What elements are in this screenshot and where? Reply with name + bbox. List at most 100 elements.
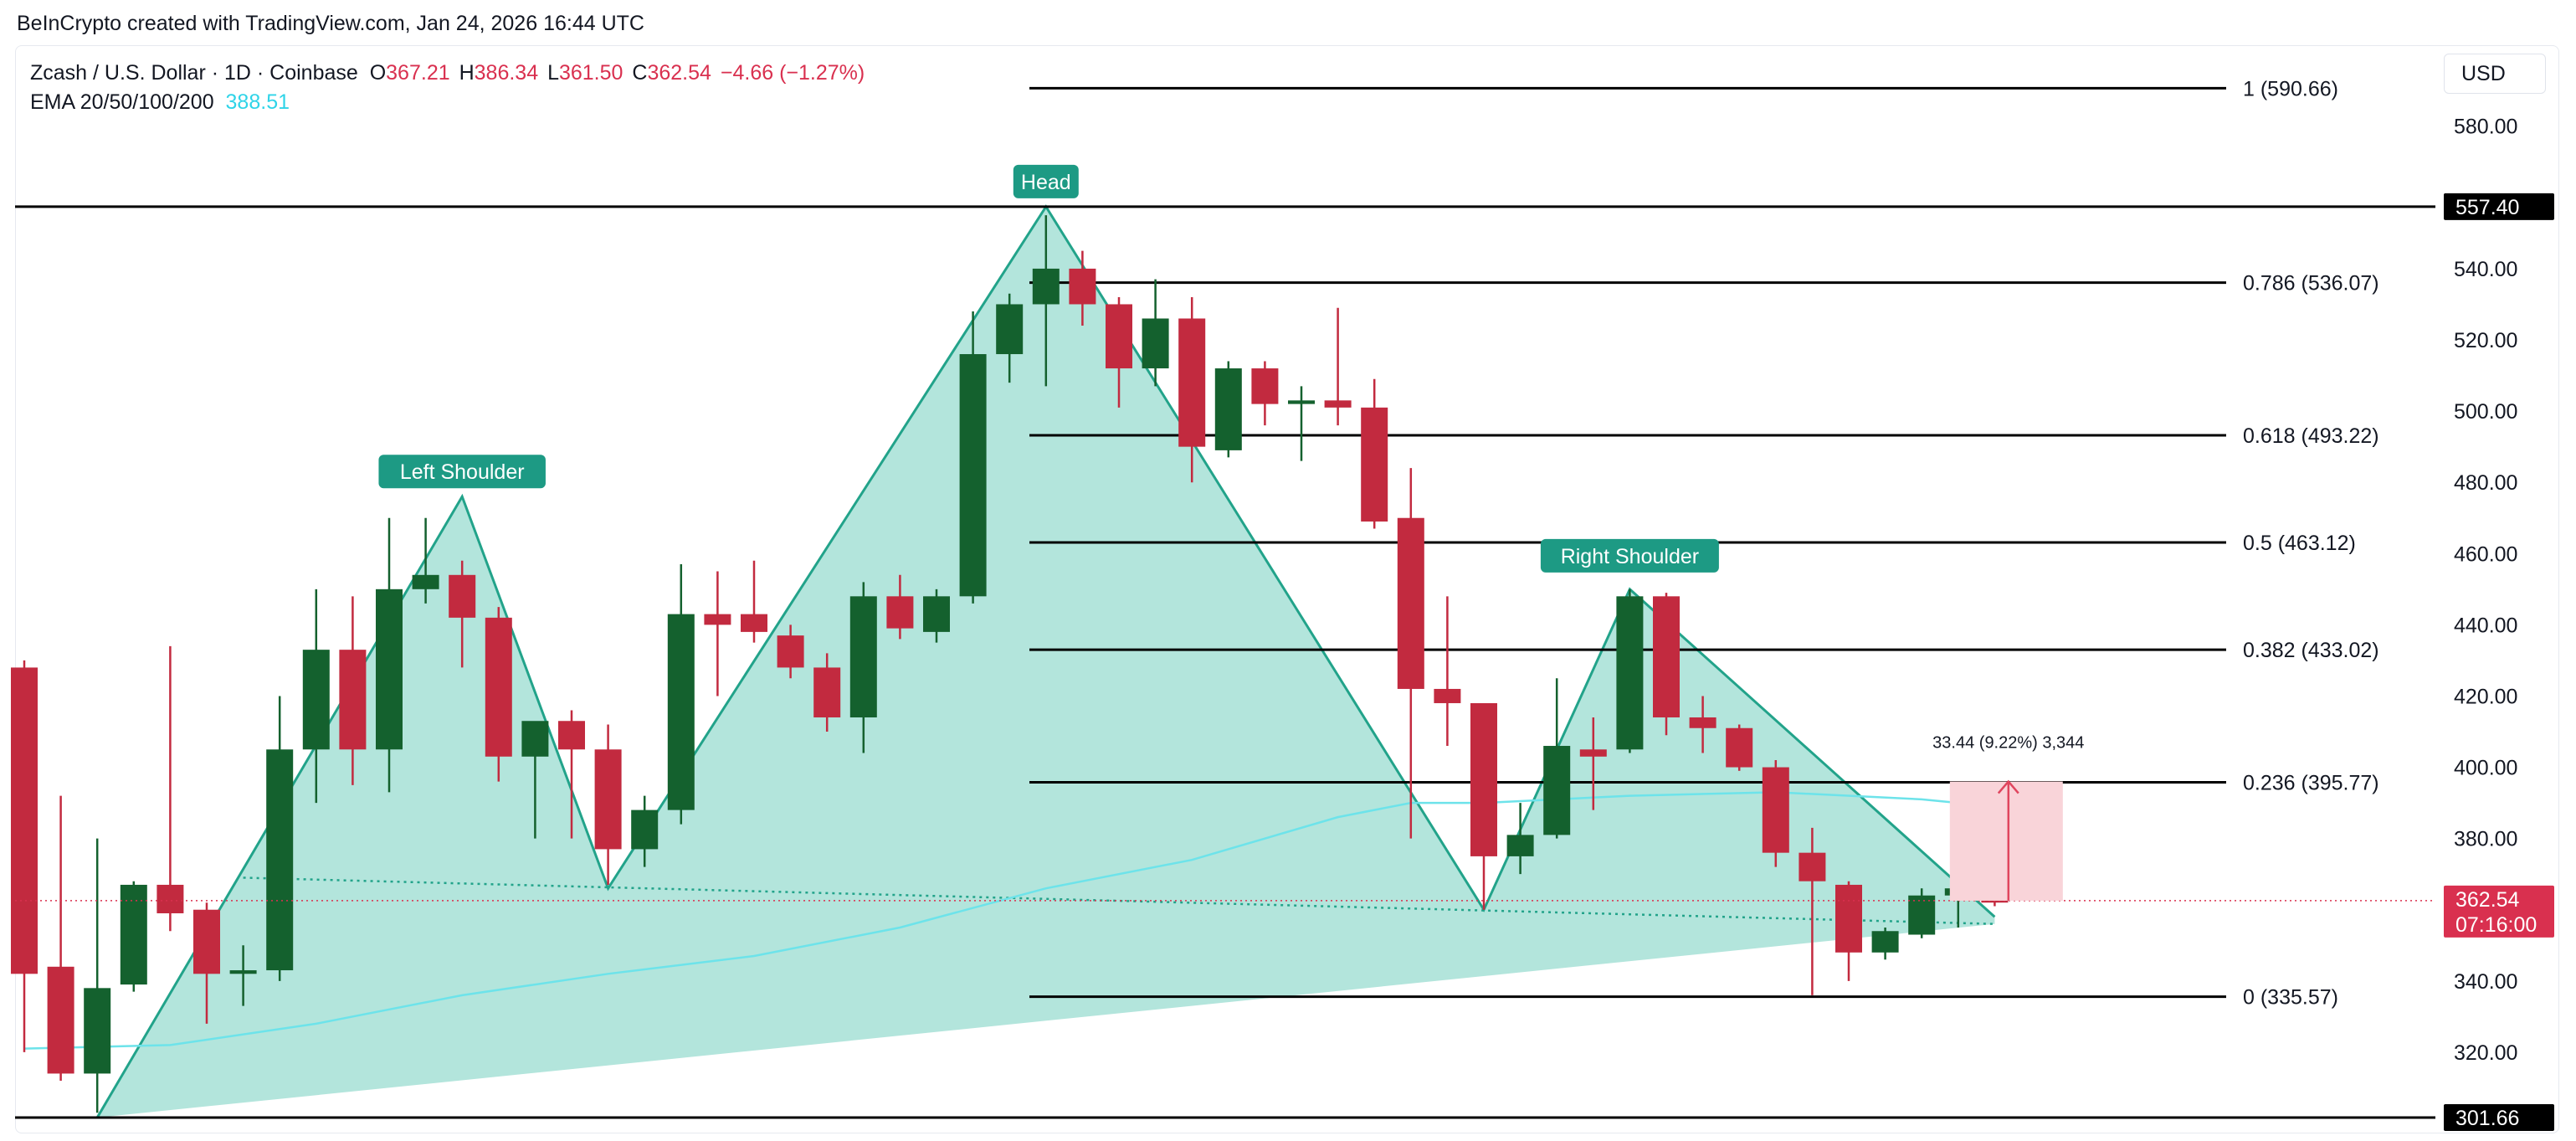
candle-body-16 <box>594 749 622 850</box>
candle-body-5 <box>193 909 220 974</box>
candle-body-45 <box>1653 596 1680 717</box>
candle-body-41 <box>1506 835 1534 856</box>
price-tag-0: 557.40 <box>2455 196 2519 219</box>
candle-body-42 <box>1543 746 1571 835</box>
fib-label-0: 1 (590.66) <box>2243 77 2338 100</box>
price-tag-bg-0 <box>2444 193 2554 220</box>
candle-body-9 <box>339 650 367 750</box>
candle-body-12 <box>449 574 476 618</box>
price-tag-bg-2 <box>2444 885 2554 938</box>
candle-body-33 <box>1214 368 1242 450</box>
candle-body-34 <box>1251 368 1279 404</box>
ema-value: 388.51 <box>225 90 290 114</box>
candle-body-23 <box>849 596 877 717</box>
price-tag-1: 301.66 <box>2455 1107 2519 1130</box>
fib-label-1: 0.786 (536.07) <box>2243 272 2379 296</box>
price-tag-2: 362.54 <box>2455 888 2520 912</box>
candle-body-10 <box>376 588 403 750</box>
candle-body-1 <box>47 966 74 1074</box>
candle-body-52 <box>1908 895 1936 935</box>
close-label: C <box>632 61 648 85</box>
currency-button[interactable]: USD <box>2444 54 2546 94</box>
price-tag-sub-2: 07:16:00 <box>2455 913 2537 937</box>
y-tick-5: 420.00 <box>2454 685 2517 708</box>
open-value: 367.21 <box>386 61 450 85</box>
y-tick-0: 320.00 <box>2454 1041 2517 1065</box>
candle-body-50 <box>1835 884 1862 953</box>
candle-body-4 <box>157 884 184 913</box>
projection-box <box>1949 781 2063 901</box>
y-tick-10: 520.00 <box>2454 329 2517 352</box>
candle-body-28 <box>1032 268 1060 305</box>
candle-body-24 <box>886 596 914 629</box>
candle-body-2 <box>84 988 111 1074</box>
y-tick-3: 380.00 <box>2454 828 2517 851</box>
y-tick-9: 500.00 <box>2454 400 2517 424</box>
candle-body-18 <box>667 614 695 810</box>
pattern-label-bg-0 <box>378 455 546 489</box>
candle-body-27 <box>996 304 1024 355</box>
candle-body-35 <box>1288 400 1315 404</box>
candle-body-44 <box>1616 596 1644 750</box>
candle-body-30 <box>1106 304 1132 369</box>
ema-label[interactable]: EMA 20/50/100/200 <box>30 90 214 114</box>
candle-body-3 <box>120 884 147 985</box>
candle-body-49 <box>1799 852 1826 881</box>
chart-attribution: BeInCrypto created with TradingView.com,… <box>17 12 644 35</box>
candle-body-21 <box>777 635 804 668</box>
candle-body-29 <box>1069 268 1096 305</box>
candle-body-32 <box>1178 318 1206 447</box>
y-tick-8: 480.00 <box>2454 471 2517 495</box>
candle-body-48 <box>1762 767 1789 853</box>
projection-label: 33.44 (9.22%) 3,344 <box>1932 734 2084 753</box>
y-tick-6: 440.00 <box>2454 614 2517 637</box>
candle-body-39 <box>1434 688 1461 703</box>
ema-line <box>23 791 1995 1050</box>
chart-legend: Zcash / U.S. Dollar · 1D · Coinbase O367… <box>30 59 865 117</box>
fib-label-3: 0.5 (463.12) <box>2243 532 2356 555</box>
candle-body-13 <box>485 617 512 757</box>
pattern-fill-shape <box>97 206 1995 1118</box>
y-tick-4: 400.00 <box>2454 757 2517 780</box>
pattern-label-0: Left Shoulder <box>400 460 525 484</box>
candle-body-47 <box>1726 727 1753 768</box>
y-tick-1: 340.00 <box>2454 970 2517 994</box>
fib-label-6: 0 (335.57) <box>2243 986 2338 1010</box>
change-value: −4.66 (−1.27%) <box>720 61 865 85</box>
candle-body-38 <box>1397 517 1424 689</box>
candle-body-51 <box>1871 931 1899 953</box>
candle-body-22 <box>813 667 841 717</box>
fib-label-4: 0.382 (433.02) <box>2243 639 2379 662</box>
candle-body-11 <box>412 574 439 589</box>
candle-body-43 <box>1579 749 1607 757</box>
low-value: 361.50 <box>558 61 623 85</box>
fib-label-5: 0.236 (395.77) <box>2243 772 2379 795</box>
y-tick-7: 460.00 <box>2454 542 2517 566</box>
y-tick-12: 580.00 <box>2454 116 2517 139</box>
candle-body-26 <box>959 354 987 597</box>
candle-body-20 <box>741 614 767 632</box>
price-tag-bg-1 <box>2444 1103 2554 1131</box>
candle-body-40 <box>1470 702 1497 856</box>
candle-body-36 <box>1324 400 1352 408</box>
candle-body-14 <box>521 721 549 757</box>
symbol-title[interactable]: Zcash / U.S. Dollar · 1D · Coinbase <box>30 61 358 85</box>
ema-row: EMA 20/50/100/200 388.51 <box>30 88 865 117</box>
candle-body-6 <box>229 970 257 974</box>
pattern-label-bg-1 <box>1013 164 1079 198</box>
high-value: 386.34 <box>474 61 539 85</box>
high-label: H <box>459 61 475 85</box>
chart-frame <box>15 45 2559 1133</box>
pattern-label-bg-2 <box>1540 538 1719 573</box>
neckline <box>243 876 1995 925</box>
close-value: 362.54 <box>647 61 711 85</box>
open-label: O <box>369 61 387 85</box>
candle-body-25 <box>923 596 950 632</box>
candle-body-31 <box>1142 318 1169 369</box>
candle-body-46 <box>1689 717 1716 728</box>
pattern-label-2: Right Shoulder <box>1561 545 1699 568</box>
candle-body-7 <box>266 749 294 971</box>
ohlc-row: Zcash / U.S. Dollar · 1D · Coinbase O367… <box>30 59 865 88</box>
candle-body-0 <box>11 667 38 974</box>
